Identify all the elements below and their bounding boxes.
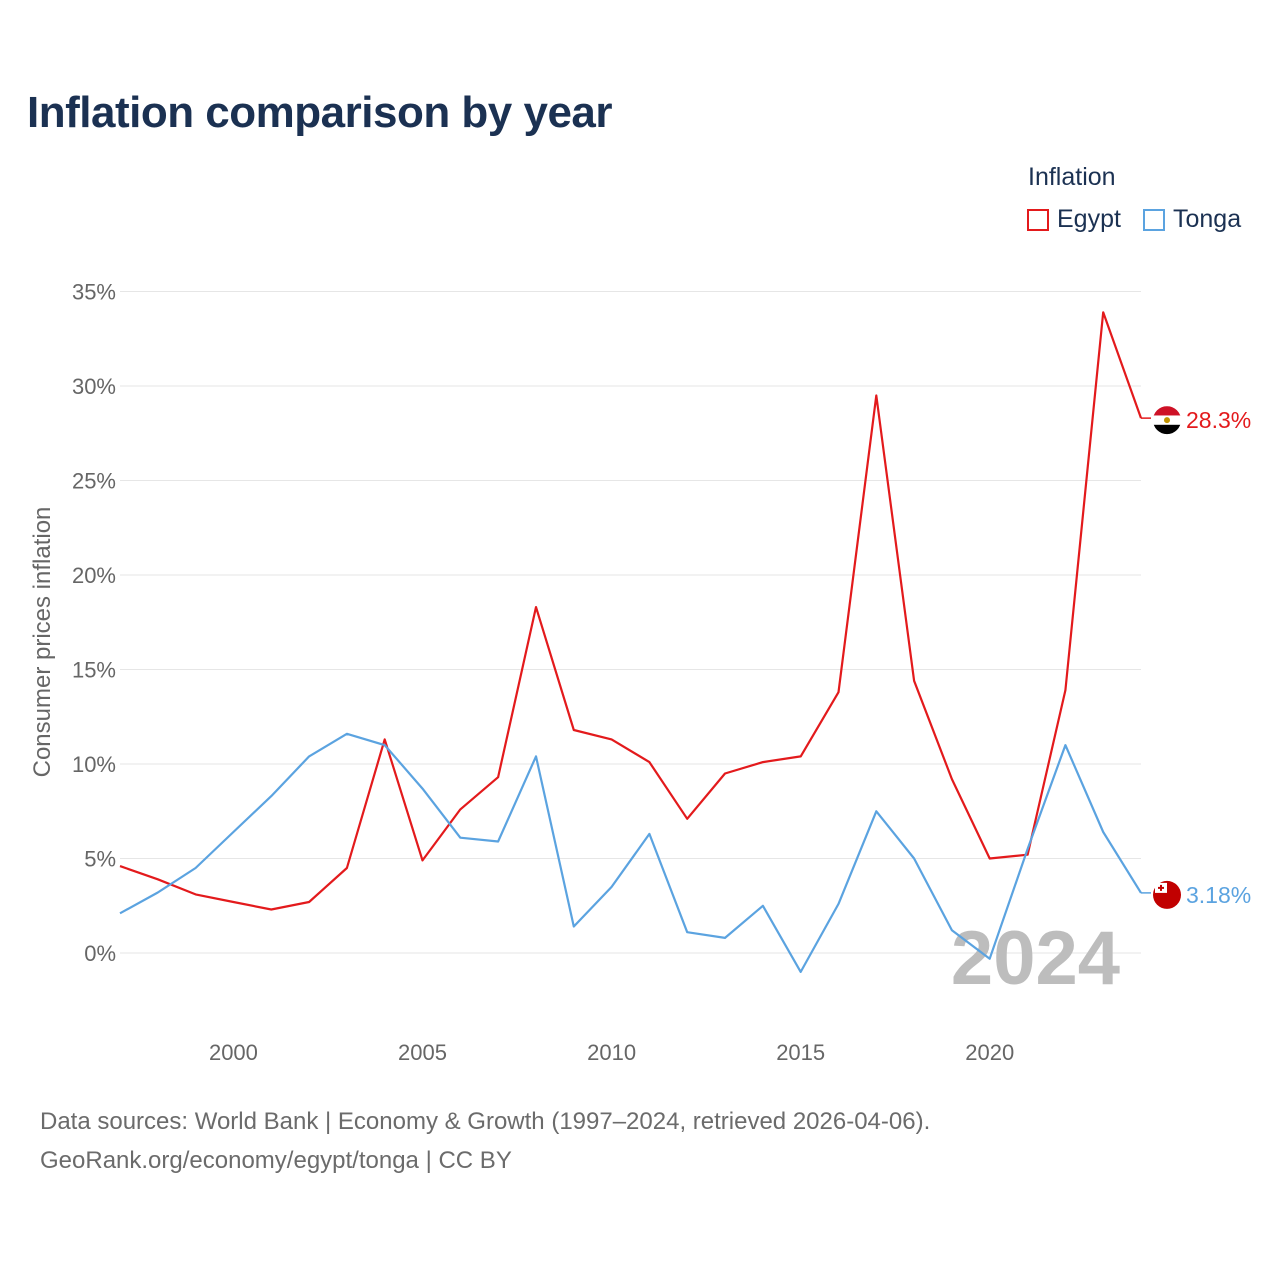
y-tick-label: 25% — [72, 469, 116, 494]
series-line-tonga — [119, 732, 1142, 974]
legend-swatch-tonga — [1143, 208, 1165, 231]
year-watermark: 2024 — [951, 916, 1120, 1001]
x-tick-label: 2020 — [965, 1040, 1014, 1065]
tonga-flag-icon — [1153, 880, 1181, 909]
series-line-egypt — [119, 311, 1143, 911]
legend-item-egypt[interactable]: Egypt — [1027, 205, 1121, 234]
y-tick-label: 30% — [72, 374, 116, 399]
x-tick-label: 2000 — [209, 1040, 258, 1065]
legend-label-tonga: Tonga — [1173, 205, 1242, 233]
y-axis-label: Consumer prices inflation — [29, 507, 56, 778]
source-line-2[interactable]: GeoRank.org/economy/egypt/tonga | CC BY — [40, 1147, 512, 1174]
x-tick-label: 2010 — [587, 1040, 636, 1065]
y-tick-label: 10% — [72, 752, 116, 777]
y-tick-label: 0% — [84, 941, 116, 966]
end-value-label-tonga: 3.18% — [1186, 882, 1251, 908]
egypt-flag-icon — [1153, 406, 1181, 435]
y-tick-label: 20% — [72, 563, 116, 588]
chart-title: Inflation comparison by year — [27, 88, 613, 137]
source-line-1: Data sources: World Bank | Economy & Gro… — [40, 1108, 931, 1135]
x-tick-label: 2015 — [776, 1040, 825, 1065]
end-value-label-egypt: 28.3% — [1186, 407, 1251, 433]
legend-swatch-egypt — [1027, 208, 1049, 231]
y-tick-label: 15% — [72, 658, 116, 683]
legend-title: Inflation — [1028, 163, 1116, 191]
y-tick-label: 5% — [84, 847, 116, 872]
y-tick-label: 35% — [72, 280, 116, 305]
x-tick-label: 2005 — [398, 1040, 447, 1065]
legend-item-tonga[interactable]: Tonga — [1143, 205, 1241, 234]
legend-label-egypt: Egypt — [1057, 205, 1121, 233]
